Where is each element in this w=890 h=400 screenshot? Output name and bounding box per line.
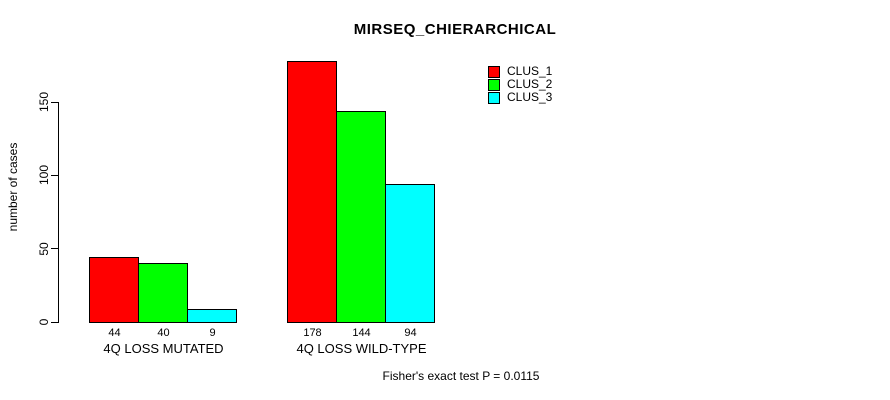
bar-value-label: 144	[352, 327, 371, 339]
legend-swatch	[488, 78, 500, 91]
legend: CLUS_1 CLUS_2 CLUS_3	[488, 65, 552, 104]
bar-clus_1-group1	[89, 257, 139, 323]
legend-item-clus_3: CLUS_3	[488, 91, 552, 104]
legend-label: CLUS_1	[507, 64, 553, 78]
bar-clus_3-group1	[187, 309, 237, 323]
bar-value-label: 44	[108, 327, 121, 339]
legend-label: CLUS_2	[507, 77, 553, 91]
legend-item-clus_2: CLUS_2	[488, 78, 552, 91]
y-tick-mark	[51, 174, 58, 176]
y-tick-mark	[51, 248, 58, 250]
category-label: 4Q LOSS WILD-TYPE	[296, 341, 427, 356]
legend-swatch	[488, 65, 500, 78]
bar-clus_2-group2	[336, 111, 386, 323]
y-tick-label: 150	[37, 91, 51, 113]
y-axis-line	[58, 102, 59, 323]
y-tick-mark	[51, 101, 58, 103]
bar-value-label: 9	[209, 327, 216, 339]
y-tick-mark	[51, 321, 58, 323]
category-label: 4Q LOSS MUTATED	[103, 341, 224, 356]
y-tick-label: 0	[37, 318, 51, 326]
bar-clus_2-group1	[138, 263, 188, 323]
chart-title: MIRSEQ_CHIERARCHICAL	[353, 21, 557, 38]
footnote: Fisher's exact test P = 0.0115	[382, 369, 540, 383]
legend-swatch	[488, 91, 500, 104]
bar-clus_3-group2	[385, 184, 435, 323]
bar-value-label: 94	[404, 327, 417, 339]
y-tick-label: 50	[37, 241, 51, 256]
y-tick-label: 100	[37, 165, 51, 186]
legend-label: CLUS_3	[507, 90, 553, 104]
y-axis-label-text: number of cases	[6, 142, 20, 232]
legend-item-clus_1: CLUS_1	[488, 65, 552, 78]
bar-clus_1-group2	[287, 61, 337, 323]
bar-value-label: 40	[157, 327, 170, 339]
bar-value-label: 178	[303, 327, 322, 339]
